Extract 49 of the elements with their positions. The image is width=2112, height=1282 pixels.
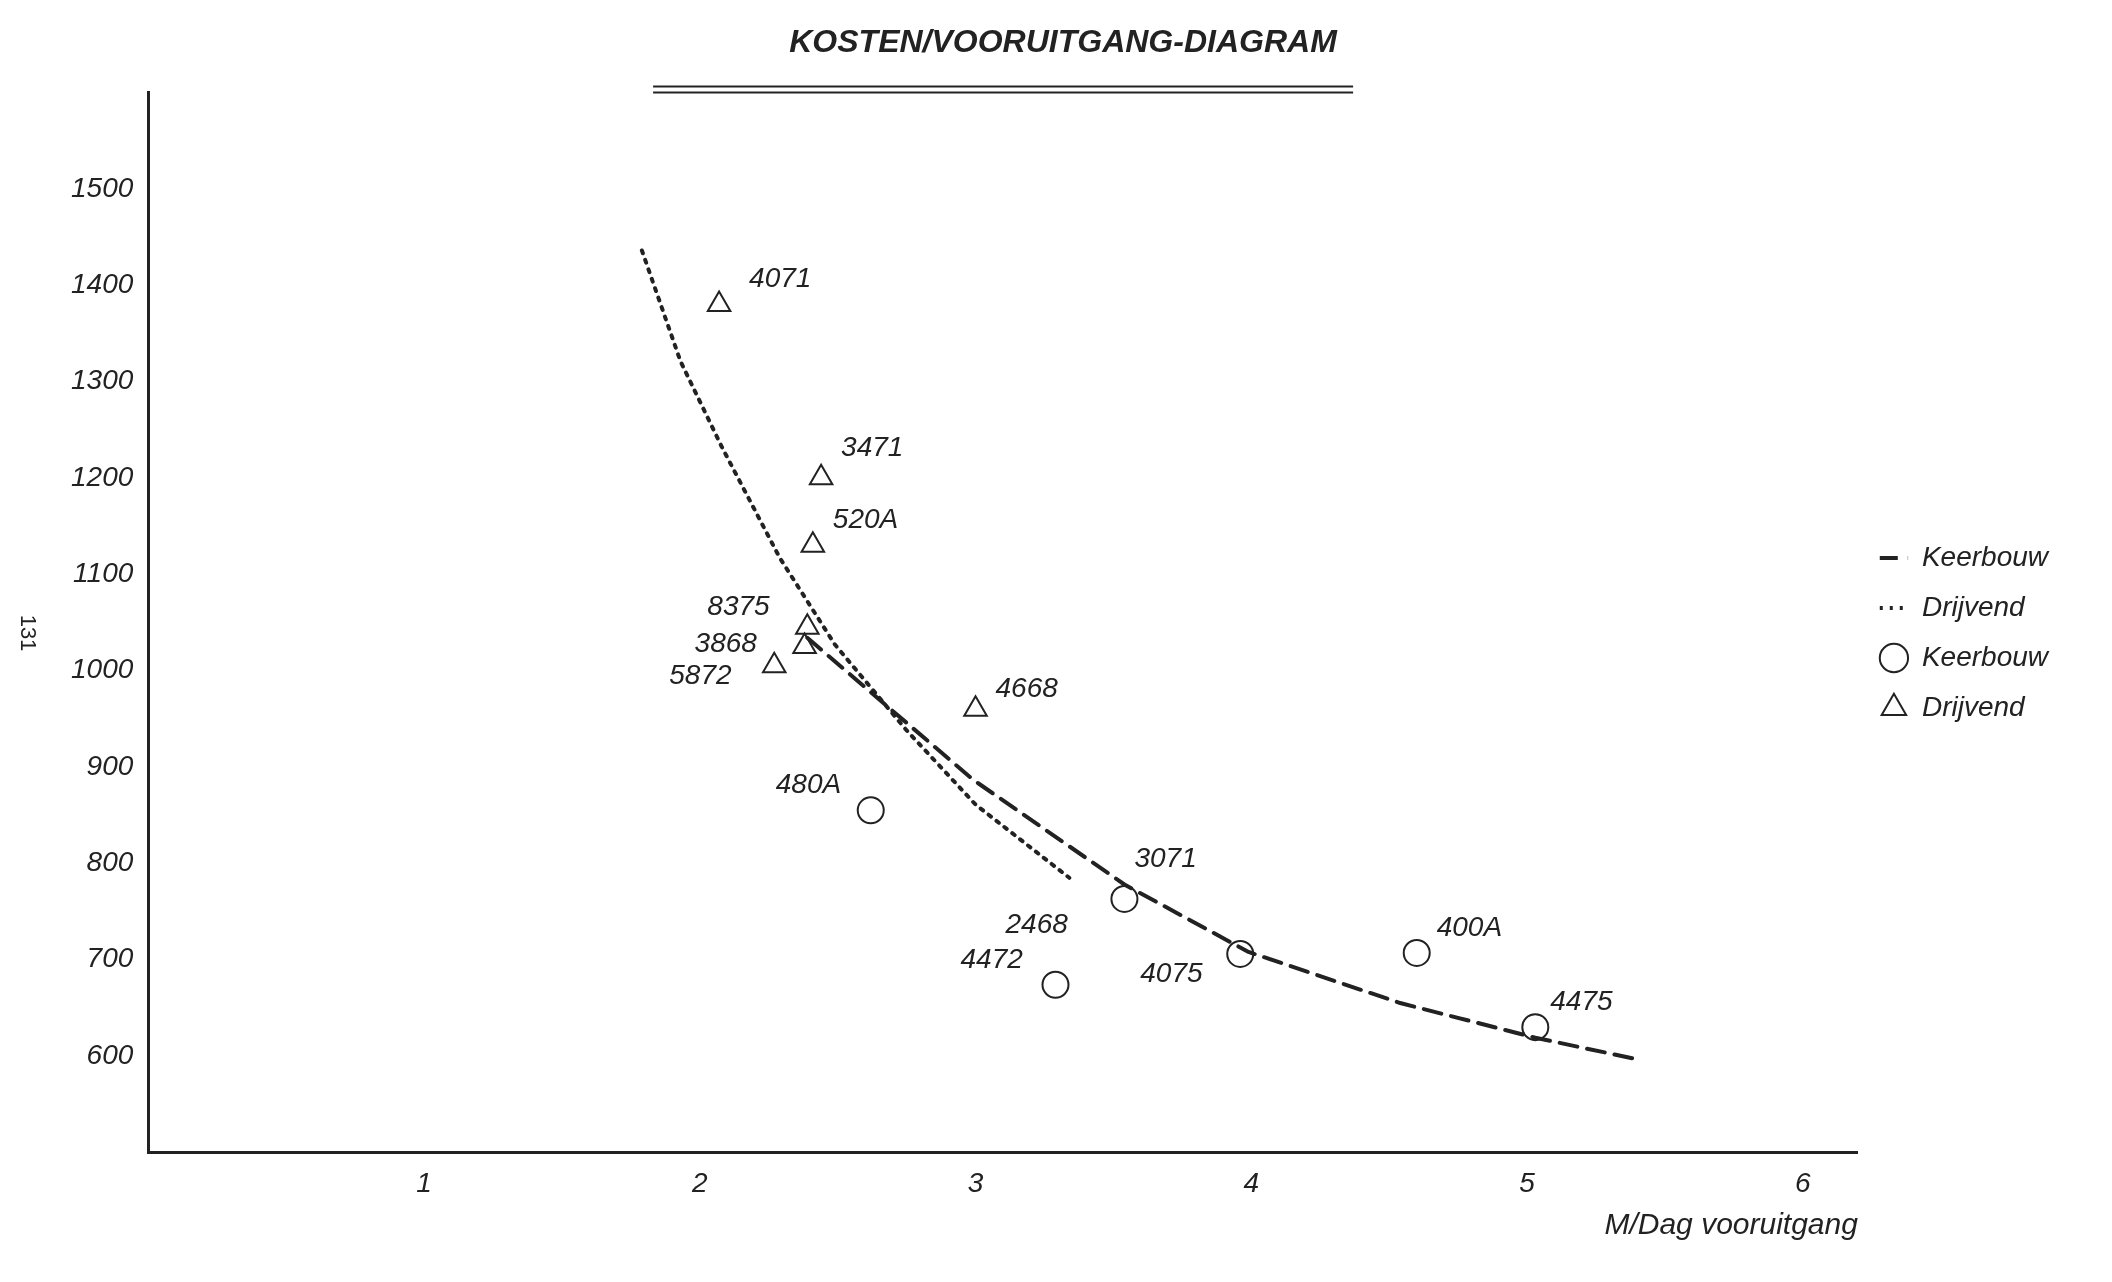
- chart-title: KOSTEN/VOORUITGANG-DIAGRAM: [789, 23, 1339, 60]
- point: [800, 531, 826, 553]
- y-tick-label: 800: [86, 846, 134, 878]
- point: [761, 651, 787, 674]
- y-tick-label: 1300: [70, 364, 134, 396]
- x-axis-title: M/Dag vooruitgang: [1604, 1207, 1859, 1241]
- y-tick-label: 1400: [70, 267, 134, 299]
- annotation: 480A: [775, 768, 842, 800]
- point: [856, 796, 885, 825]
- x-tick-label: 3: [967, 1167, 984, 1198]
- point: [963, 695, 988, 717]
- x-tick-label: 4: [1243, 1167, 1260, 1198]
- legend-label: Keerbouw: [1921, 640, 2050, 672]
- point: [808, 463, 834, 486]
- point: [792, 632, 817, 654]
- x-tick-label: 2: [690, 1167, 708, 1198]
- annotation: 5872: [669, 658, 732, 690]
- x-tick-label: 5: [1519, 1167, 1536, 1198]
- y-tick-label: 600: [86, 1038, 134, 1070]
- point: [1402, 938, 1431, 967]
- annotation: 8375: [707, 590, 771, 622]
- annotation: 4668: [995, 671, 1059, 703]
- text: 131: [15, 614, 41, 652]
- y-tick-label: 1000: [70, 653, 134, 685]
- annotation: 520A: [832, 503, 899, 535]
- x-tick-label: 1: [416, 1167, 432, 1198]
- y-tick-label: 700: [86, 942, 134, 974]
- annotation: 4075: [1140, 956, 1203, 988]
- annotation: 4475: [1550, 984, 1614, 1016]
- annotation: 4472: [960, 942, 1024, 974]
- annotation: 3868: [694, 627, 758, 659]
- y-tick-label: 1100: [73, 557, 134, 589]
- annotation: 2468: [1004, 907, 1069, 939]
- legend-label: Drijvend: [1921, 590, 2027, 622]
- annotation: 4071: [749, 262, 812, 294]
- annotation: 400A: [1436, 910, 1503, 942]
- point: [1110, 884, 1139, 913]
- legend-label: Drijvend: [1921, 690, 2027, 722]
- y-tick-label: 900: [86, 749, 134, 781]
- point: [795, 613, 820, 635]
- y-tick-label: 1200: [70, 460, 134, 492]
- annotation: 3471: [841, 430, 904, 462]
- y-tick-label: 1500: [70, 171, 134, 203]
- point: [1041, 970, 1070, 999]
- legend-label: Keerbouw: [1921, 540, 2050, 572]
- annotation: 3071: [1134, 841, 1197, 873]
- point: [1521, 1013, 1550, 1042]
- point: [706, 290, 732, 312]
- x-tick-label: 6: [1794, 1167, 1811, 1198]
